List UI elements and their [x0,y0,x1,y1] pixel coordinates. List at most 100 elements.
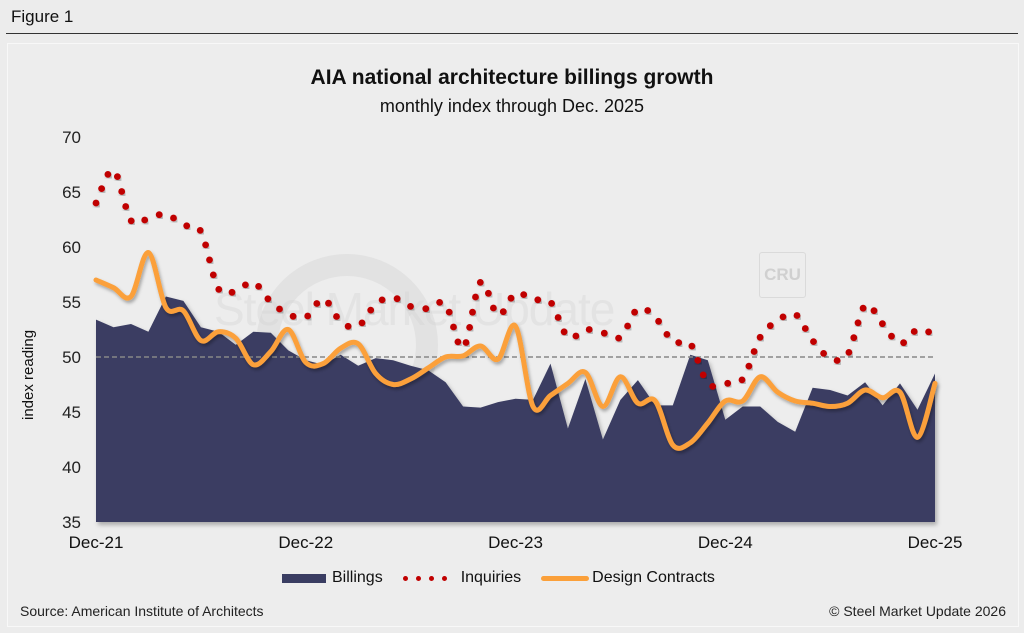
inquiries-dot [445,308,453,316]
inquiries-dot [454,338,462,346]
inquiries-dot [520,291,528,298]
inquiries-dot [476,279,484,286]
inquiries-dot [462,339,470,346]
inquiries-dot [358,319,366,327]
inquiries-dot [833,357,841,364]
inquiries-dot [572,332,580,340]
inquiries-dot [215,286,223,293]
inquiries-dot [472,293,479,301]
legend-design-contracts-label: Design Contracts [592,569,715,586]
inquiries-dot [854,319,862,327]
inquiries-dot [850,334,858,342]
inquiries-dot [738,376,746,384]
inquiries-dot [694,357,702,364]
inquiries-dot [304,312,312,320]
inquiries-dot [756,333,764,341]
inquiries-dot [228,288,236,296]
y-tick-label: 55 [62,293,81,312]
inquiries-dot [534,296,542,304]
y-tick-label: 40 [62,458,81,477]
inquiries-dot [436,299,443,306]
inquiries-dot [615,334,622,342]
inquiries-dot [114,173,121,181]
billings-area [96,296,935,522]
legend-inquiries-label: Inquiries [460,569,522,586]
inquiries-dot [688,342,696,350]
chart-title: AIA national architecture billings growt… [310,66,714,89]
inquiries-dot [276,305,283,313]
y-axis: 35 40 45 50 55 60 65 70 [62,128,81,532]
inquiries-dot [141,216,149,224]
inquiries-dot [900,339,907,347]
inquiries-dot [490,304,497,312]
inquiries-dot [155,211,163,219]
legend-billings-swatch [282,573,326,583]
x-tick-label: Dec-25 [908,533,963,552]
inquiries-dot [925,328,932,336]
x-axis: Dec-21 Dec-22 Dec-23 Dec-24 Dec-25 [69,533,963,552]
legend: Billings Inquiries Design Contracts [282,568,715,588]
inquiries-dot [485,289,492,297]
inquiries-dot [699,371,707,379]
x-tick-label: Dec-24 [698,533,753,552]
inquiries-dot [820,350,827,357]
inquiries-dot [325,299,332,307]
inquiries-dot [98,185,105,193]
inquiries-dot [879,320,886,328]
inquiries-dot [255,283,262,290]
inquiries-dot [313,300,321,307]
x-tick-label: Dec-23 [488,533,543,552]
inquiries-dot [810,338,817,345]
inquiries-dot [170,214,177,222]
inquiries-dot [378,296,386,304]
inquiries-dot [196,227,204,234]
y-tick-label: 60 [62,238,81,257]
inquiries-dot [888,332,895,340]
inquiries-dot [92,199,100,207]
inquiries-dot [675,339,683,346]
inquiries-dot [845,349,853,356]
figure-divider [6,33,1018,34]
inquiries-dot [122,203,130,210]
inquiries-dot [779,313,787,321]
y-tick-label: 70 [62,128,81,147]
inquiries-dot [910,328,918,335]
cru-watermark-badge: CRU [759,252,806,298]
inquiries-dot [393,295,401,303]
inquiries-dot [450,323,457,331]
inquiries-dot [344,322,352,330]
inquiries-dot [466,324,473,331]
inquiries-dot [644,307,652,314]
inquiries-dot [548,300,555,307]
x-tick-label: Dec-22 [278,533,333,552]
legend-billings-label: Billings [332,569,383,586]
y-tick-label: 45 [62,403,81,422]
inquiries-dot [367,306,375,314]
inquiries-dot [202,241,210,249]
figure-label: Figure 1 [11,7,74,26]
inquiries-dot [264,295,272,303]
inquiries-dot [183,222,191,230]
inquiries-dot [766,322,774,330]
inquiries-dot [104,171,112,178]
inquiries-dot [745,362,753,370]
inquiries-dot [289,312,297,320]
inquiries-dot [859,304,867,312]
inquiries-dot [507,294,515,302]
inquiries-dot [209,271,217,279]
y-tick-label: 35 [62,513,81,532]
inquiries-dot [663,331,671,338]
inquiries-dot [655,317,662,325]
inquiries-dot [600,329,608,337]
design-contracts-line [93,249,938,451]
copyright-note: © Steel Market Update 2026 [829,603,1006,619]
inquiries-dot [469,308,476,316]
inquiries-dot [631,308,638,316]
source-note: Source: American Institute of Architects [20,603,264,619]
inquiries-dot [793,312,801,319]
inquiries-dot [499,308,507,316]
inquiries-dot [585,326,593,333]
inquiries-dot [750,348,758,355]
inquiries-dot [407,303,414,310]
